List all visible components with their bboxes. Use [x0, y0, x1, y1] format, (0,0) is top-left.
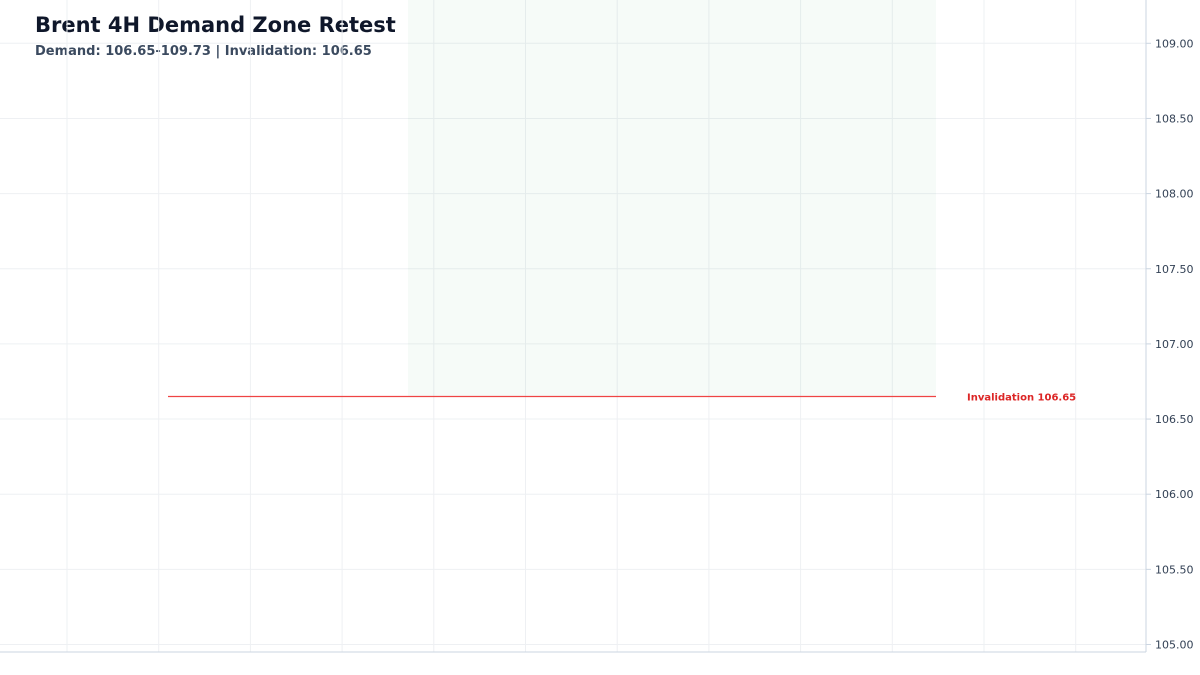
chart-subtitle: Demand: 106.65-109.73 | Invalidation: 10…: [35, 44, 372, 59]
y-tick-label: 107.50: [1155, 263, 1194, 276]
y-tick-label: 105.50: [1155, 563, 1194, 576]
y-tick-label: 109.00: [1155, 37, 1194, 50]
chart-title: Brent 4H Demand Zone Retest: [35, 13, 396, 37]
y-tick-label: 106.50: [1155, 413, 1194, 426]
y-tick-label: 105.00: [1155, 639, 1194, 652]
y-tick-label: 107.00: [1155, 338, 1194, 351]
y-tick-label: 106.00: [1155, 488, 1194, 501]
y-tick-label: 108.50: [1155, 112, 1194, 125]
invalidation-label: Invalidation 106.65: [967, 393, 1076, 404]
y-tick-label: 108.00: [1155, 188, 1194, 201]
demand-zone: [408, 0, 936, 397]
